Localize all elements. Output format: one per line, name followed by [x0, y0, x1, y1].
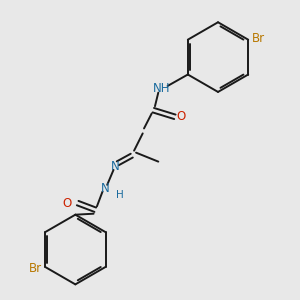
Text: NH: NH — [153, 82, 170, 95]
Text: N: N — [101, 182, 110, 195]
Text: O: O — [176, 110, 186, 123]
Text: Br: Br — [252, 32, 265, 44]
Text: H: H — [116, 190, 124, 200]
Text: Br: Br — [29, 262, 42, 275]
Text: O: O — [63, 196, 72, 210]
Text: N: N — [111, 160, 119, 173]
